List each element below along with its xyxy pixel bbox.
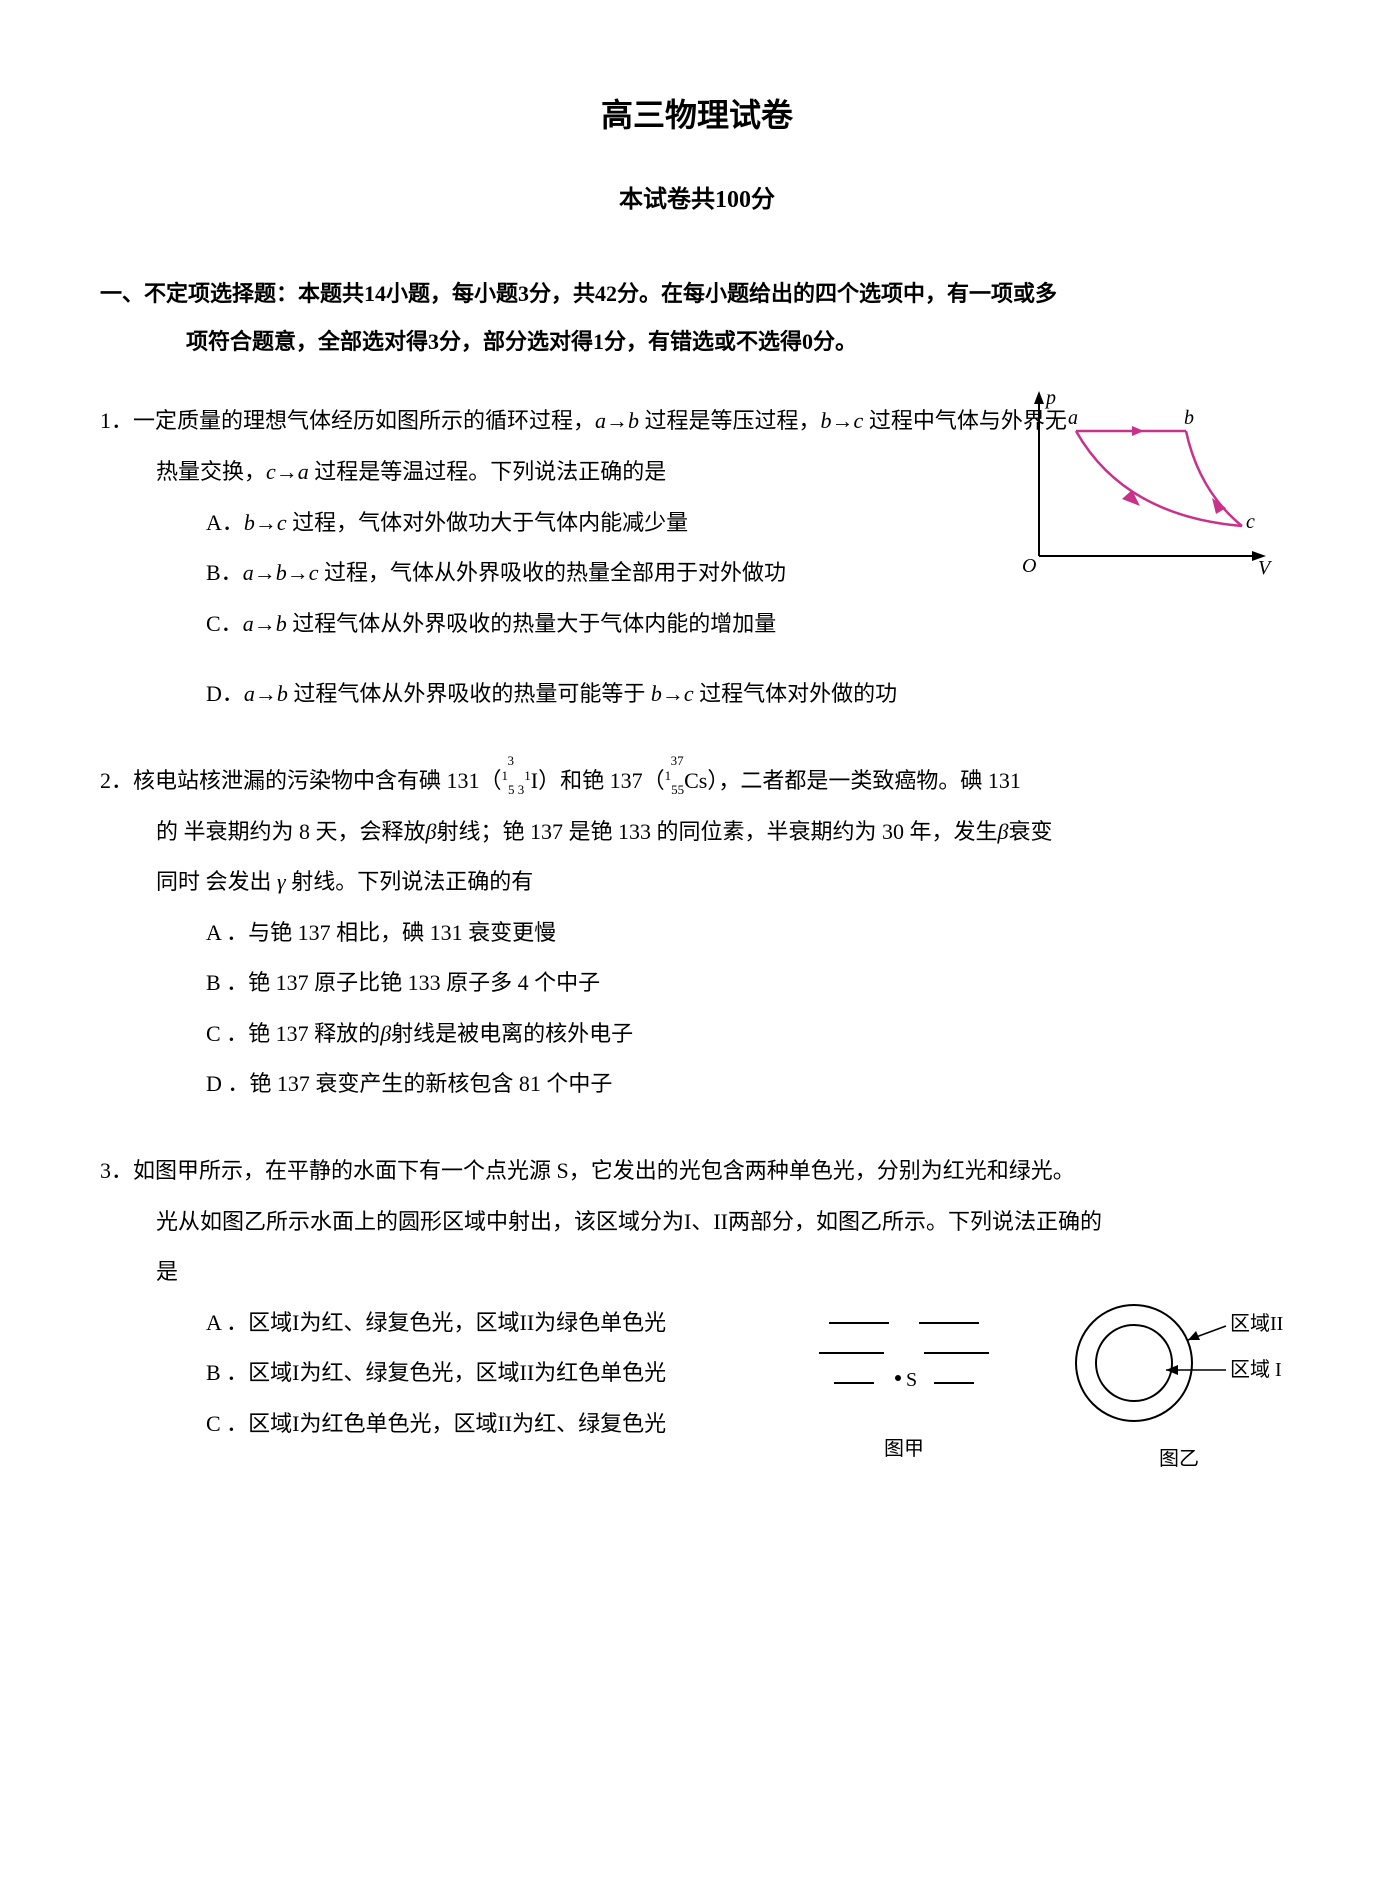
q1-text-2a: 热量交换， — [156, 459, 266, 484]
q2-text-1c: ），二者都是一类致癌物。碘 131 — [707, 768, 1021, 793]
q2-line3: 同时 会发出 γ 射线。下列说法正确的有 — [100, 857, 1294, 908]
q1-b-pre: B． — [206, 560, 243, 585]
q2-c-i: β — [380, 1021, 391, 1046]
question-3: 3．如图甲所示，在平静的水面下有一个点光源 S，它发出的光包含两种单色光，分别为… — [100, 1146, 1294, 1450]
q2-2c: 衰变 — [1008, 819, 1052, 844]
axis-p-label: p — [1044, 387, 1056, 409]
q1-number: 1． — [100, 408, 133, 433]
q2-option-b: B ．铯 137 原子比铯 133 原子多 4 个中子 — [100, 958, 1294, 1009]
q1-option-c: C．a→b 过程气体从外界吸收的热量大于气体内能的增加量 — [100, 599, 1294, 650]
q1-b-i: a→b→c — [243, 560, 319, 585]
q3-number: 3． — [100, 1158, 133, 1183]
region1-label: 区域 I — [1230, 1358, 1282, 1381]
q1-a-post: 过程，气体对外做功大于气体内能减少量 — [287, 510, 689, 535]
q1-b-post: 过程，气体从外界吸收的热量全部用于对外做功 — [318, 560, 786, 585]
q2-line2: 的 半衰期约为 8 天，会释放β射线；铯 137 是铯 133 的同位素，半衰期… — [100, 807, 1294, 858]
q1-d-pre: D． — [206, 681, 244, 706]
q1-a-i: b→c — [244, 510, 287, 535]
axis-o-label: O — [1022, 555, 1036, 576]
nuclide-i131: 135 31I — [502, 756, 539, 807]
n2-z: 55 — [671, 782, 684, 797]
n1-sym: I — [531, 768, 538, 793]
q2-gamma: γ — [277, 869, 286, 894]
q1-ca: c→a — [266, 459, 309, 484]
section-line2: 项符合题意，全部选对得3分，部分选对得1分，有错选或不选得0分。 — [100, 318, 1294, 366]
s-label: S — [906, 1369, 917, 1391]
n2-sym: Cs — [684, 768, 707, 793]
point-b-label: b — [1184, 407, 1194, 429]
section-line1: 不定项选择题：本题共14小题，每小题3分，共42分。在每小题给出的四个选项中，有… — [144, 281, 1057, 306]
q2-2a: 的 半衰期约为 8 天，会释放 — [156, 819, 426, 844]
section-prefix: 一、 — [100, 281, 144, 306]
q1-text-1a: 一定质量的理想气体经历如图所示的循环过程， — [133, 408, 595, 433]
q3-line2: 光从如图乙所示水面上的圆形区域中射出，该区域分为I、II两部分，如图乙所示。下列… — [100, 1197, 1294, 1248]
q1-text-1b: 过程是等压过程， — [639, 408, 821, 433]
q1-ab: a→b — [595, 408, 639, 433]
q2-beta2: β — [998, 819, 1009, 844]
exam-title: 高三物理试卷 — [100, 90, 1294, 141]
q2-3b: 射线。下列说法正确的有 — [291, 869, 533, 894]
q3-line3: 是 — [100, 1247, 1294, 1298]
q1-option-d: D．a→b 过程气体从外界吸收的热量可能等于 b→c 过程气体对外做的功 — [100, 669, 1294, 720]
figure-light-diagram: S 图甲 区域II 区域 I 图乙 — [814, 1298, 1314, 1498]
n1-z: 5 3 — [508, 782, 524, 797]
axis-v-label: V — [1258, 557, 1273, 576]
section-1-header: 一、不定项选择题：本题共14小题，每小题3分，共42分。在每小题给出的四个选项中… — [100, 270, 1294, 367]
q1-d-mid: 过程气体从外界吸收的热量可能等于 — [288, 681, 651, 706]
q1-bc: b→c — [821, 408, 864, 433]
q2-c-pre: C ．铯 137 释放的 — [206, 1021, 380, 1046]
q1-d-i1: a→b — [244, 681, 288, 706]
figure-jia: S 图甲 — [814, 1298, 994, 1472]
q2-option-a: A ．与铯 137 相比，碘 131 衰变更慢 — [100, 908, 1294, 959]
q2-option-c: C ．铯 137 释放的β射线是被电离的核外电子 — [100, 1009, 1294, 1060]
q3-line1: 如图甲所示，在平静的水面下有一个点光源 S，它发出的光包含两种单色光，分别为红光… — [133, 1158, 1075, 1183]
point-c-label: c — [1246, 511, 1255, 533]
figure-pv-diagram: p V O a b c — [1014, 386, 1274, 576]
q1-d-i2: b→c — [651, 681, 694, 706]
q1-c-post: 过程气体从外界吸收的热量大于气体内能的增加量 — [287, 611, 777, 636]
q1-c-pre: C． — [206, 611, 243, 636]
exam-subtitle: 本试卷共100分 — [100, 181, 1294, 219]
n1-a: 3 — [508, 746, 515, 776]
q1-c-i: a→b — [243, 611, 287, 636]
q1-d-post: 过程气体对外做的功 — [694, 681, 898, 706]
q2-text-1b: ）和铯 137（ — [538, 768, 665, 793]
n2-a: 37 — [671, 746, 684, 776]
q2-option-d: D ．铯 137 衰变产生的新核包含 81 个中子 — [100, 1059, 1294, 1110]
question-2: 2．核电站核泄漏的污染物中含有碘 131（135 31I）和铯 137（1375… — [100, 756, 1294, 1110]
q2-text-1a: 核电站核泄漏的污染物中含有碘 131（ — [133, 768, 502, 793]
q2-3a: 同时 会发出 — [156, 869, 272, 894]
region2-label: 区域II — [1230, 1312, 1283, 1335]
q2-beta1: β — [426, 819, 437, 844]
nuclide-cs137: 13755Cs — [665, 756, 708, 807]
q2-number: 2． — [100, 768, 133, 793]
q2-2b: 射线；铯 137 是铯 133 的同位素，半衰期约为 30 年，发生 — [436, 819, 997, 844]
caption-yi: 图乙 — [1159, 1436, 1199, 1482]
point-a-label: a — [1068, 407, 1078, 429]
q2-c-post: 射线是被电离的核外电子 — [391, 1021, 633, 1046]
figure-yi: 区域II 区域 I 图乙 — [1054, 1298, 1304, 1482]
question-1: p V O a b c 1．一定质量的理想气体经历如图所示的循环过程，a→b 过… — [100, 396, 1294, 720]
q1-a-pre: A． — [206, 510, 244, 535]
q1-text-2b: 过程是等温过程。下列说法正确的是 — [309, 459, 667, 484]
caption-jia: 图甲 — [884, 1426, 924, 1472]
